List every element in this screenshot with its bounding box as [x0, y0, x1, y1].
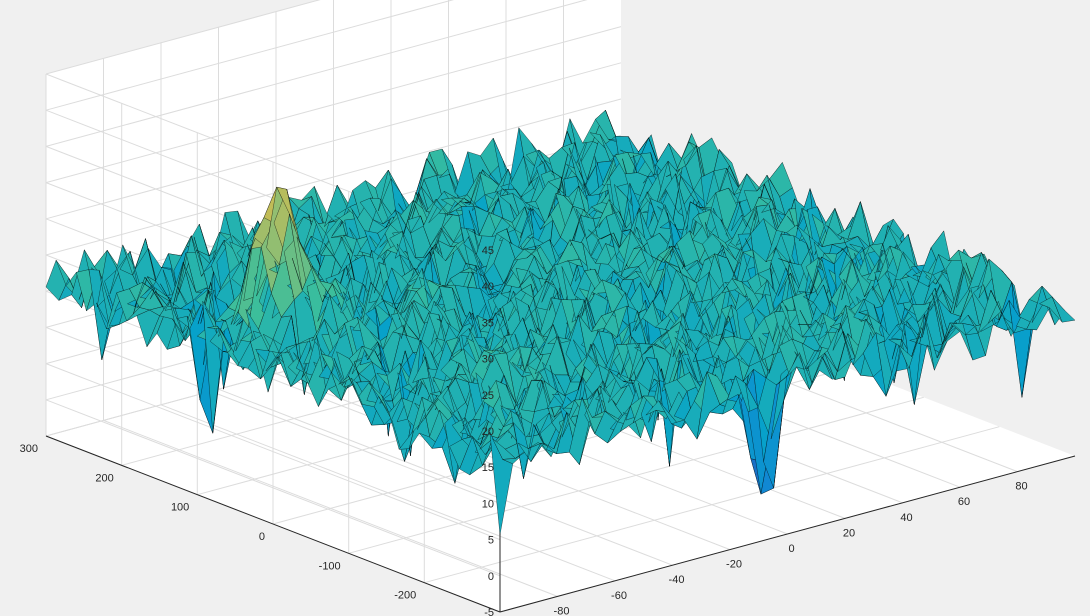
x-gridline — [218, 388, 673, 566]
surface-mesh — [45, 109, 1076, 535]
z-tick-label: 30 — [482, 354, 494, 366]
x-tick-label: 80 — [1015, 481, 1027, 493]
x-gridline — [160, 404, 616, 582]
x-tick-label: -20 — [726, 559, 742, 571]
y-tick-label: -100 — [319, 560, 341, 572]
x-tick-label: -60 — [611, 590, 627, 602]
z-tick-label: 20 — [482, 426, 494, 438]
z-tick-label: -5 — [484, 607, 494, 616]
z-tick-label: 10 — [482, 498, 494, 510]
x-tick-label: -80 — [554, 605, 570, 616]
x-axis-line — [499, 455, 1076, 613]
z-axis-ticks: -5 0 5 10 15 20 25 30 35 40 45 — [482, 245, 494, 616]
y-tick-label: 100 — [171, 502, 189, 514]
z-tick-label: 0 — [488, 571, 494, 583]
y-axis-line — [45, 435, 501, 613]
y-tick-label: 300 — [20, 443, 38, 455]
x-tick-label: -40 — [669, 574, 685, 586]
y-tick-label: 0 — [259, 531, 265, 543]
z-tick-label: 40 — [482, 281, 494, 293]
z-tick-label: 45 — [482, 245, 494, 257]
z-gridline — [45, 0, 321, 75]
x-tick-label: 60 — [958, 496, 970, 508]
z-tick-label: 25 — [482, 390, 494, 402]
y-tick-label: 200 — [95, 472, 113, 484]
x-tick-label: 0 — [788, 543, 794, 555]
y-tick-label: -200 — [394, 590, 416, 602]
z-tick-label: 15 — [482, 462, 494, 474]
surface-patch — [1051, 296, 1076, 323]
x-tick-label: 40 — [900, 512, 912, 524]
z-tick-label: 35 — [482, 317, 494, 329]
x-gridline — [103, 419, 558, 597]
x-tick-label: 20 — [843, 527, 855, 539]
z-tick-label: 5 — [488, 535, 494, 547]
